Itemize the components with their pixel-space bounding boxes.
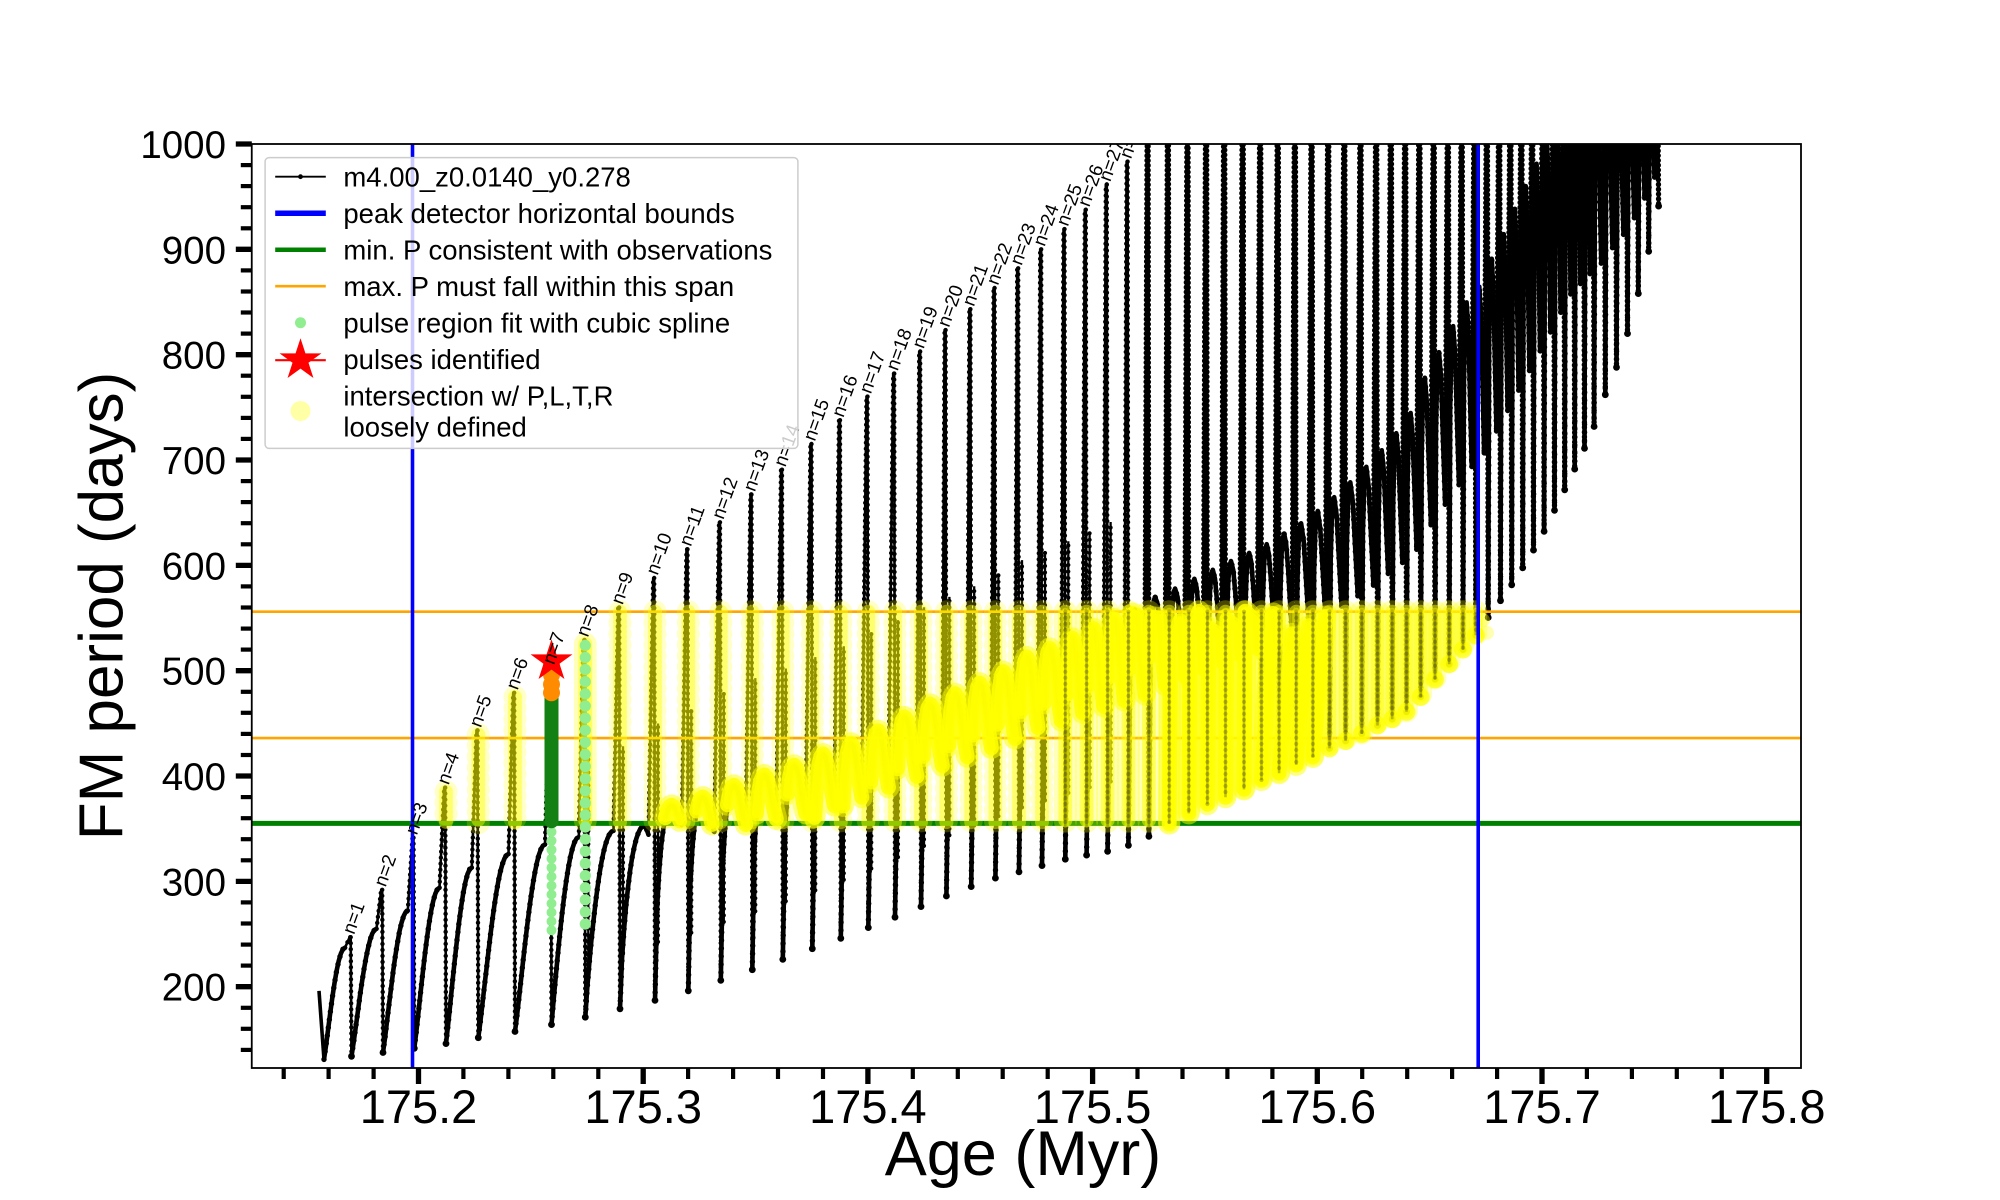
svg-text:intersection w/ P,L,T,R: intersection w/ P,L,T,R: [343, 381, 613, 412]
svg-text:175.2: 175.2: [360, 1080, 478, 1133]
svg-text:pulse region fit with cubic sp: pulse region fit with cubic spline: [343, 308, 730, 339]
svg-text:175.4: 175.4: [809, 1080, 927, 1133]
svg-text:175.3: 175.3: [584, 1080, 702, 1133]
svg-text:700: 700: [162, 440, 226, 483]
svg-text:pulses identified: pulses identified: [343, 344, 540, 375]
svg-text:175.7: 175.7: [1483, 1080, 1601, 1133]
svg-text:800: 800: [162, 335, 226, 378]
svg-text:175.8: 175.8: [1708, 1080, 1826, 1133]
svg-text:min. P consistent with observa: min. P consistent with observations: [343, 235, 772, 266]
svg-text:1000: 1000: [140, 124, 226, 167]
svg-text:200: 200: [162, 967, 226, 1010]
svg-text:600: 600: [162, 545, 226, 588]
svg-text:Age (Myr): Age (Myr): [885, 1119, 1162, 1189]
svg-text:FM period (days): FM period (days): [68, 372, 137, 841]
svg-text:max. P must fall within this s: max. P must fall within this span: [343, 271, 734, 302]
svg-text:m4.00_z0.0140_y0.278: m4.00_z0.0140_y0.278: [343, 162, 630, 193]
svg-text:loosely defined: loosely defined: [343, 412, 526, 443]
svg-text:175.5: 175.5: [1034, 1080, 1152, 1133]
svg-text:500: 500: [162, 651, 226, 694]
svg-text:peak detector horizontal bound: peak detector horizontal bounds: [343, 198, 734, 229]
svg-text:175.6: 175.6: [1258, 1080, 1376, 1133]
svg-text:400: 400: [162, 756, 226, 799]
svg-text:900: 900: [162, 229, 226, 272]
svg-text:300: 300: [162, 861, 226, 904]
